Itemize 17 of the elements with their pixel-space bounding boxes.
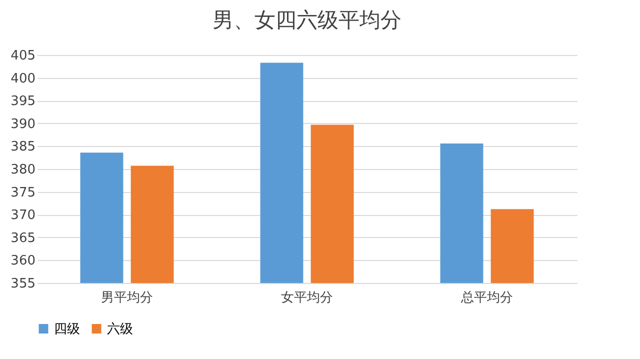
legend-label: 六级 — [107, 322, 133, 337]
x-tick-label: 男平均分 — [101, 290, 153, 306]
y-tick-label: 365 — [10, 230, 36, 246]
x-tick-label: 总平均分 — [460, 290, 513, 306]
y-tick-label: 405 — [10, 48, 36, 64]
y-tick-label: 360 — [10, 254, 36, 269]
y-tick-label: 375 — [10, 185, 36, 200]
x-tick-label: 女平均分 — [281, 290, 333, 306]
legend-label: 四级 — [54, 322, 80, 337]
chart-title: 男、女四六级平均分 — [212, 8, 402, 32]
y-tick-label: 390 — [10, 116, 36, 132]
y-tick-label: 370 — [10, 208, 36, 224]
y-tick-label: 395 — [10, 94, 36, 110]
y-tick-label: 380 — [10, 162, 36, 178]
y-tick-label: 385 — [10, 140, 36, 155]
y-tick-label: 400 — [10, 71, 36, 86]
y-tick-label: 355 — [10, 276, 36, 292]
